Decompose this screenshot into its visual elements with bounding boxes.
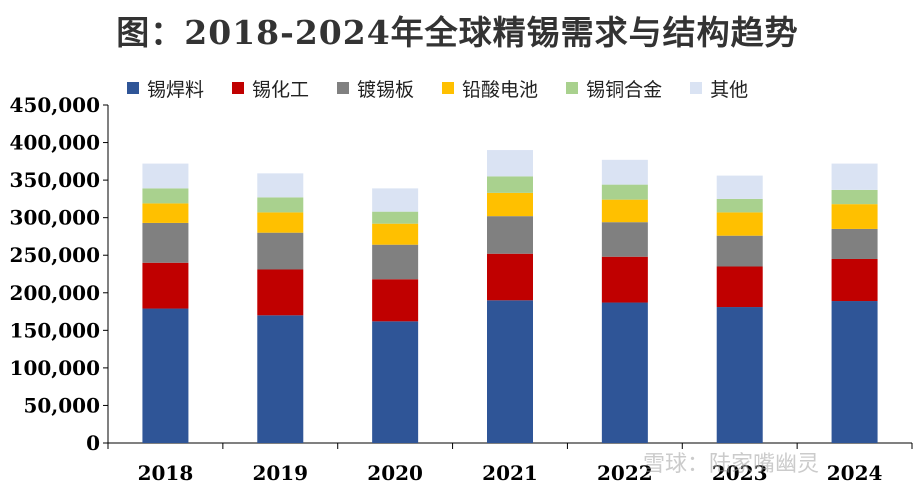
y-tick-label: 400,000 (10, 131, 100, 155)
legend-swatch (232, 82, 245, 94)
bar-segment-4 (601, 184, 648, 200)
bar-segment-2 (257, 232, 304, 270)
legend-item-tin-copper: 锡铜合金 (566, 75, 662, 102)
bar-segment-5 (142, 163, 189, 189)
bar-segment-2 (716, 235, 763, 267)
bar-segment-2 (372, 244, 419, 280)
bar-segment-4 (831, 189, 878, 205)
bar-segment-3 (142, 203, 189, 223)
legend-swatch (127, 82, 139, 94)
bar-segment-1 (831, 258, 878, 302)
legend-label: 锡焊料 (147, 78, 205, 101)
legend-swatch (566, 82, 579, 94)
x-tick-label: 2022 (597, 461, 653, 485)
x-tick-label: 2020 (367, 461, 423, 485)
bar-segment-4 (372, 211, 419, 224)
y-tick-label: 150,000 (10, 318, 100, 342)
bar-segment-4 (716, 198, 763, 213)
bar-segment-4 (257, 197, 304, 213)
bar-segment-2 (142, 222, 189, 263)
bar-segment-0 (257, 315, 304, 443)
bar-segment-1 (257, 269, 304, 316)
bar-segment-5 (831, 163, 878, 190)
bar-segment-5 (257, 173, 304, 198)
y-tick-label: 100,000 (10, 356, 100, 380)
y-tick-label: 200,000 (10, 281, 100, 305)
bar-segment-0 (831, 301, 878, 443)
legend-label: 铅酸电池 (462, 78, 539, 101)
bar-segment-1 (716, 266, 763, 308)
legend-swatch (442, 82, 455, 94)
legend-item-solder: 锡焊料 (127, 75, 204, 102)
legend-swatch (690, 82, 703, 94)
bar-segment-5 (372, 188, 419, 212)
legend-label: 其他 (710, 78, 749, 101)
bar-segment-2 (831, 228, 878, 259)
bar-segment-0 (601, 302, 648, 443)
bar-segment-3 (831, 204, 878, 229)
chart-title: 图：2018-2024年全球精锡需求与结构趋势 (116, 13, 799, 52)
bar-segment-3 (716, 212, 763, 236)
y-tick-label: 0 (86, 431, 100, 455)
legend-swatch (337, 82, 350, 94)
bar-segment-3 (487, 192, 533, 217)
x-tick-label: 2023 (712, 461, 768, 485)
y-tick-label: 250,000 (10, 243, 100, 267)
bar-segment-4 (142, 188, 189, 204)
bar-segment-1 (372, 279, 419, 322)
bar-segment-0 (487, 300, 533, 443)
legend-item-lead-acid: 铅酸电池 (442, 75, 538, 102)
bar-segment-1 (142, 262, 189, 309)
x-tick-label: 2024 (827, 461, 883, 485)
legend-item-other: 其他 (690, 75, 748, 102)
legend-item-tinplate: 镀锡板 (337, 75, 414, 102)
y-tick-label: 300,000 (10, 206, 100, 230)
bar-segment-1 (487, 253, 533, 301)
bar-segment-5 (716, 175, 763, 199)
bar-segment-2 (487, 216, 533, 254)
y-tick-label: 450,000 (10, 93, 100, 117)
chart-legend: 锡焊料 锡化工 镀锡板 铅酸电池 锡铜合金 其他 (127, 74, 776, 102)
x-tick-label: 2021 (482, 461, 538, 485)
bar-segment-4 (487, 176, 533, 193)
x-tick-label: 2018 (138, 461, 194, 485)
bar-segment-3 (257, 212, 304, 233)
y-tick-label: 350,000 (10, 168, 100, 192)
bar-segment-2 (601, 222, 648, 257)
bar-segment-5 (487, 150, 533, 177)
y-tick-label: 50,000 (23, 393, 100, 417)
legend-label: 锡化工 (252, 78, 310, 101)
bar-segment-0 (716, 307, 763, 443)
legend-label: 锡铜合金 (586, 78, 663, 101)
bar-segment-0 (372, 321, 419, 443)
watermark: 雪球：陆家嘴幽灵 (643, 452, 820, 477)
bar-segment-5 (601, 159, 648, 185)
bar-segment-1 (601, 256, 648, 303)
legend-item-tin-chemicals: 锡化工 (232, 75, 309, 102)
bar-segment-3 (601, 199, 648, 223)
bar-segment-3 (372, 223, 419, 245)
bar-segment-0 (142, 308, 189, 443)
legend-label: 镀锡板 (357, 78, 415, 101)
x-tick-label: 2019 (252, 461, 308, 485)
